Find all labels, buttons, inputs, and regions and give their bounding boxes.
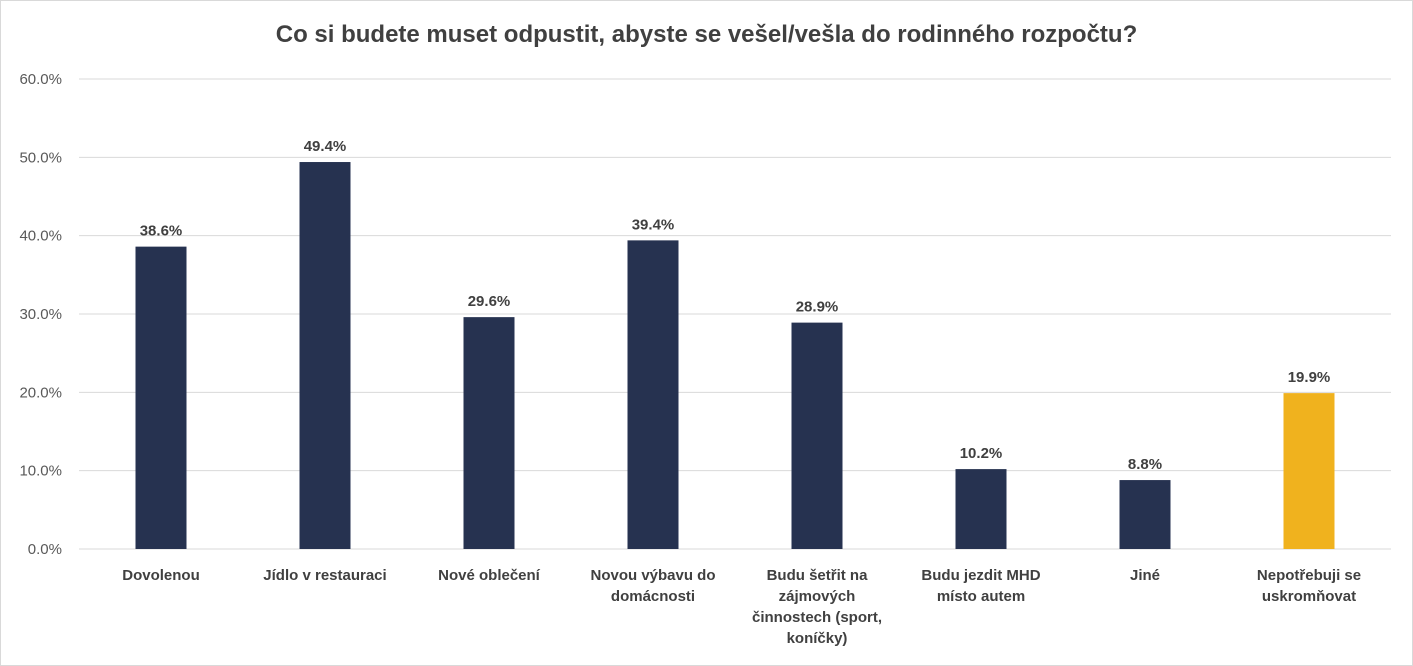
- category-label-line: Novou výbavu do: [590, 567, 715, 584]
- data-label: 10.2%: [960, 445, 1003, 462]
- y-tick-label: 30.0%: [19, 306, 62, 323]
- category-label-line: Jiné: [1130, 567, 1160, 584]
- category-label: Budu šetřit na zájmových činnostech (sport…: [752, 567, 882, 647]
- data-label: 8.8%: [1128, 456, 1162, 473]
- bar: [627, 240, 679, 549]
- data-label: 29.6%: [468, 293, 511, 310]
- category-label-line: místo autem: [937, 588, 1025, 605]
- data-label: 28.9%: [796, 299, 839, 316]
- bar: [791, 322, 843, 549]
- category-label-line: domácnosti: [611, 588, 695, 605]
- bar: [955, 469, 1007, 549]
- category-label-line: Budu jezdit MHD: [921, 567, 1040, 584]
- category-label-line: koníčky): [787, 630, 848, 647]
- category-label-line: Jídlo v restauraci: [263, 567, 386, 584]
- y-tick-label: 60.0%: [19, 71, 62, 88]
- category-label-line: činnostech (sport,: [752, 609, 882, 626]
- category-label: Jídlo v restauraci: [263, 567, 386, 584]
- category-label: Nové oblečení: [438, 567, 541, 584]
- category-label: Budu jezdit MHD místo autem: [921, 567, 1040, 605]
- bar: [1119, 480, 1171, 549]
- data-label: 19.9%: [1288, 369, 1331, 386]
- category-label-line: Budu šetřit na: [767, 567, 868, 584]
- y-tick-label: 10.0%: [19, 463, 62, 480]
- bar: [463, 317, 515, 549]
- y-tick-label: 50.0%: [19, 149, 62, 166]
- category-label-line: Nové oblečení: [438, 567, 541, 584]
- bar: [1283, 393, 1335, 549]
- bar: [135, 246, 187, 549]
- data-label: 49.4%: [304, 138, 347, 155]
- bar: [299, 162, 351, 550]
- data-label: 39.4%: [632, 216, 675, 233]
- y-tick-label: 20.0%: [19, 384, 62, 401]
- category-label: Novou výbavu do domácnosti: [590, 567, 715, 605]
- category-label-line: zájmových: [779, 588, 856, 605]
- y-tick-label: 40.0%: [19, 228, 62, 245]
- data-label: 38.6%: [140, 223, 183, 240]
- category-label-line: Dovolenou: [122, 567, 200, 584]
- category-label: Nepotřebuji se uskromňovat: [1257, 567, 1361, 605]
- chart-title: Co si budete muset odpustit, abyste se v…: [275, 21, 1138, 48]
- category-label-line: uskromňovat: [1262, 588, 1356, 605]
- y-tick-label: 0.0%: [28, 541, 62, 558]
- category-label: Jiné: [1130, 567, 1160, 584]
- category-label-line: Nepotřebuji se: [1257, 567, 1361, 584]
- category-label: Dovolenou: [122, 567, 200, 584]
